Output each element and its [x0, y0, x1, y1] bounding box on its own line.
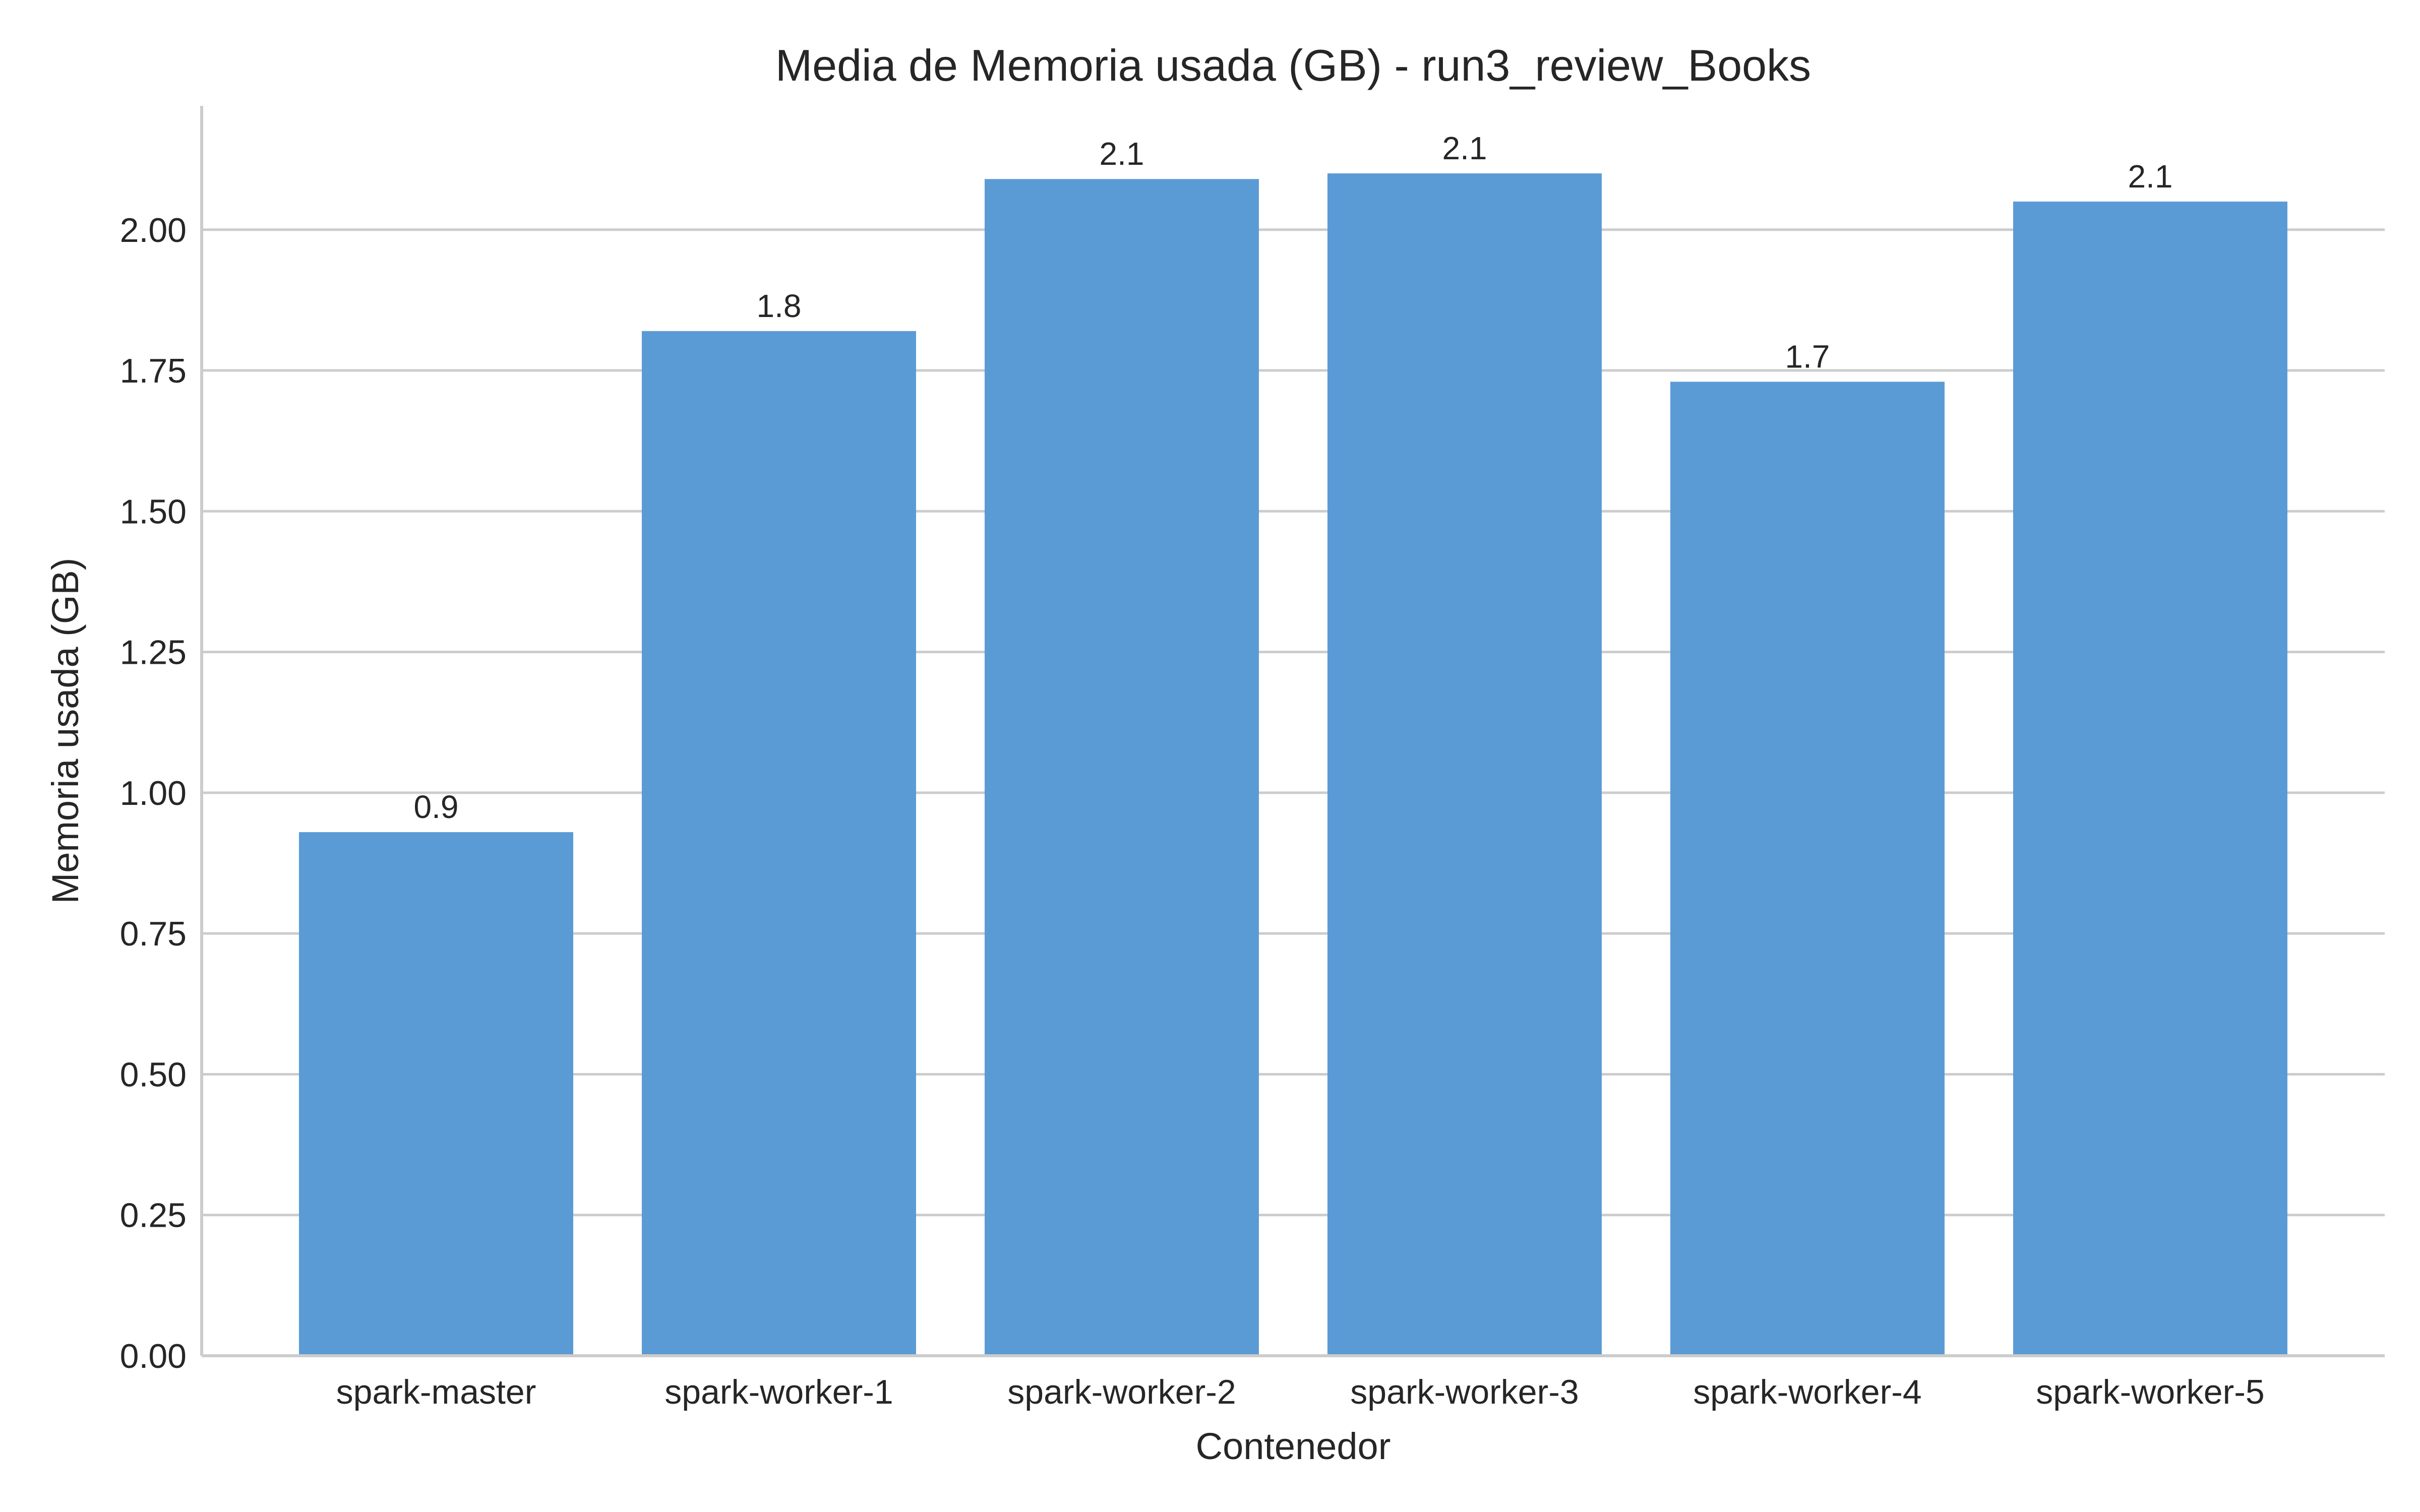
bar-spark-master	[299, 832, 573, 1356]
y-axis-label: Memoria usada (GB)	[44, 558, 86, 904]
bar-spark-worker-3	[1327, 173, 1602, 1356]
y-tick-label: 0.75	[120, 915, 187, 953]
y-tick-label: 1.75	[120, 352, 187, 390]
y-tick-label: 0.25	[120, 1196, 187, 1235]
x-tick-label: spark-worker-5	[2036, 1373, 2264, 1411]
y-tick-label: 2.00	[120, 211, 187, 249]
bar-spark-worker-1	[642, 331, 916, 1356]
bar-value-label: 1.7	[1785, 338, 1830, 374]
bar-value-label: 2.1	[2128, 158, 2173, 195]
bar-spark-worker-4	[1670, 382, 1945, 1356]
y-tick-label: 1.50	[120, 492, 187, 531]
x-axis-label: Contenedor	[1196, 1425, 1391, 1467]
x-axis-ticks: spark-master spark-worker-1 spark-worker-2…	[336, 1373, 2265, 1411]
x-tick-label: spark-worker-1	[664, 1373, 893, 1411]
chart-title: Media de Memoria usada (GB) - run3_revie…	[775, 40, 1811, 90]
bar-value-label: 2.1	[1100, 136, 1144, 172]
x-tick-label: spark-worker-3	[1350, 1373, 1579, 1411]
y-tick-label: 0.50	[120, 1055, 187, 1094]
bar-spark-worker-5	[2013, 201, 2287, 1356]
y-tick-label: 1.25	[120, 634, 187, 672]
y-tick-label: 0.00	[120, 1337, 187, 1375]
bar-value-label: 2.1	[1442, 130, 1487, 166]
x-tick-label: spark-worker-4	[1693, 1373, 1921, 1411]
bar-value-label: 0.9	[414, 789, 459, 825]
x-tick-label: spark-worker-2	[1007, 1373, 1236, 1411]
x-tick-label: spark-master	[336, 1373, 536, 1411]
bars	[299, 173, 2287, 1356]
bar-value-label: 1.8	[757, 288, 802, 324]
bar-value-labels: 0.9 1.8 2.1 2.1 1.7 2.1	[414, 130, 2173, 825]
bar-spark-worker-2	[985, 179, 1259, 1356]
y-tick-label: 1.00	[120, 774, 187, 812]
y-axis-ticks: 0.00 0.25 0.50 0.75 1.00 1.25 1.50 1.75 2.00	[120, 211, 187, 1375]
